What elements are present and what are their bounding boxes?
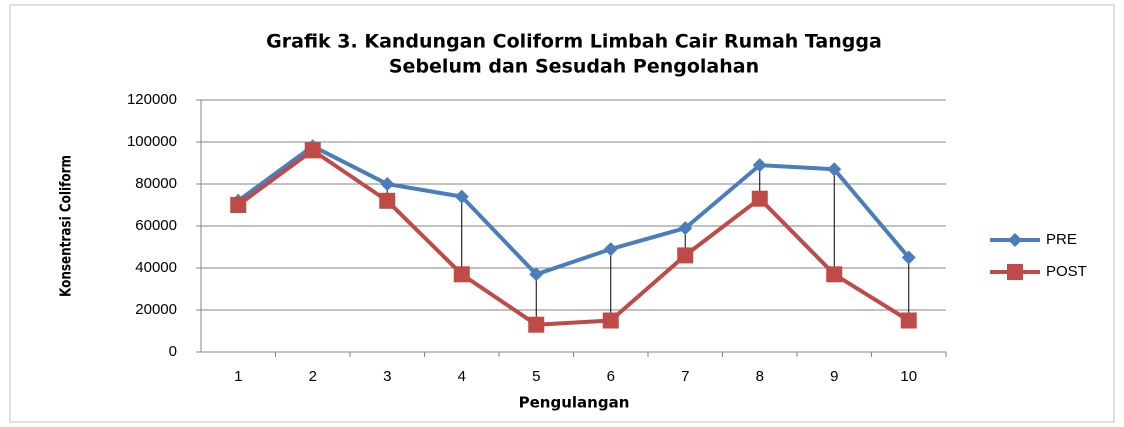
legend-label: POST [1046, 263, 1087, 280]
data-point [454, 189, 469, 204]
y-tick-label: 100000 [127, 133, 177, 150]
y-tick-label: 40000 [135, 259, 177, 276]
data-point [230, 197, 247, 213]
legend-marker [1007, 264, 1023, 280]
series-line [237, 144, 911, 277]
data-point [380, 177, 395, 191]
x-tick-label: 7 [681, 368, 689, 385]
y-tick-label: 80000 [135, 175, 177, 192]
data-point [453, 266, 470, 283]
x-tick-label: 10 [900, 368, 917, 385]
data-point [752, 158, 767, 173]
data-point [529, 267, 544, 282]
legend-label: PRE [1046, 231, 1077, 248]
x-tick-label: 6 [607, 368, 615, 385]
data-point [900, 312, 917, 329]
data-point [827, 162, 842, 177]
x-tick-label: 4 [458, 368, 466, 385]
y-tick-label: 20000 [135, 301, 177, 318]
data-point [602, 312, 619, 329]
x-tick-label: 3 [383, 368, 391, 385]
legend-marker [1008, 233, 1022, 247]
data-point [379, 192, 396, 209]
data-point [603, 242, 618, 257]
x-tick-label: 1 [234, 368, 242, 385]
x-tick-label: 5 [532, 368, 540, 385]
data-point [678, 221, 693, 236]
y-tick-label: 0 [169, 343, 177, 360]
x-tick-label: 2 [309, 368, 317, 385]
data-point [528, 316, 545, 333]
chart-title: Sebelum dan Sesudah Pengolahan [389, 56, 759, 78]
data-point [677, 247, 694, 264]
data-point [751, 190, 768, 207]
y-axis-title: Konsentrasi Coliform [57, 155, 75, 297]
x-tick-label: 8 [756, 368, 764, 385]
data-point [826, 266, 843, 283]
x-tick-label: 9 [830, 368, 838, 385]
chart-title: Grafik 3. Kandungan Coliform Limbah Cair… [266, 31, 882, 53]
series-line [237, 148, 910, 327]
data-point [901, 250, 916, 265]
x-axis-title: Pengulangan [519, 394, 630, 412]
data-point [304, 142, 321, 159]
y-tick-label: 60000 [135, 217, 177, 234]
y-tick-label: 120000 [127, 91, 177, 108]
